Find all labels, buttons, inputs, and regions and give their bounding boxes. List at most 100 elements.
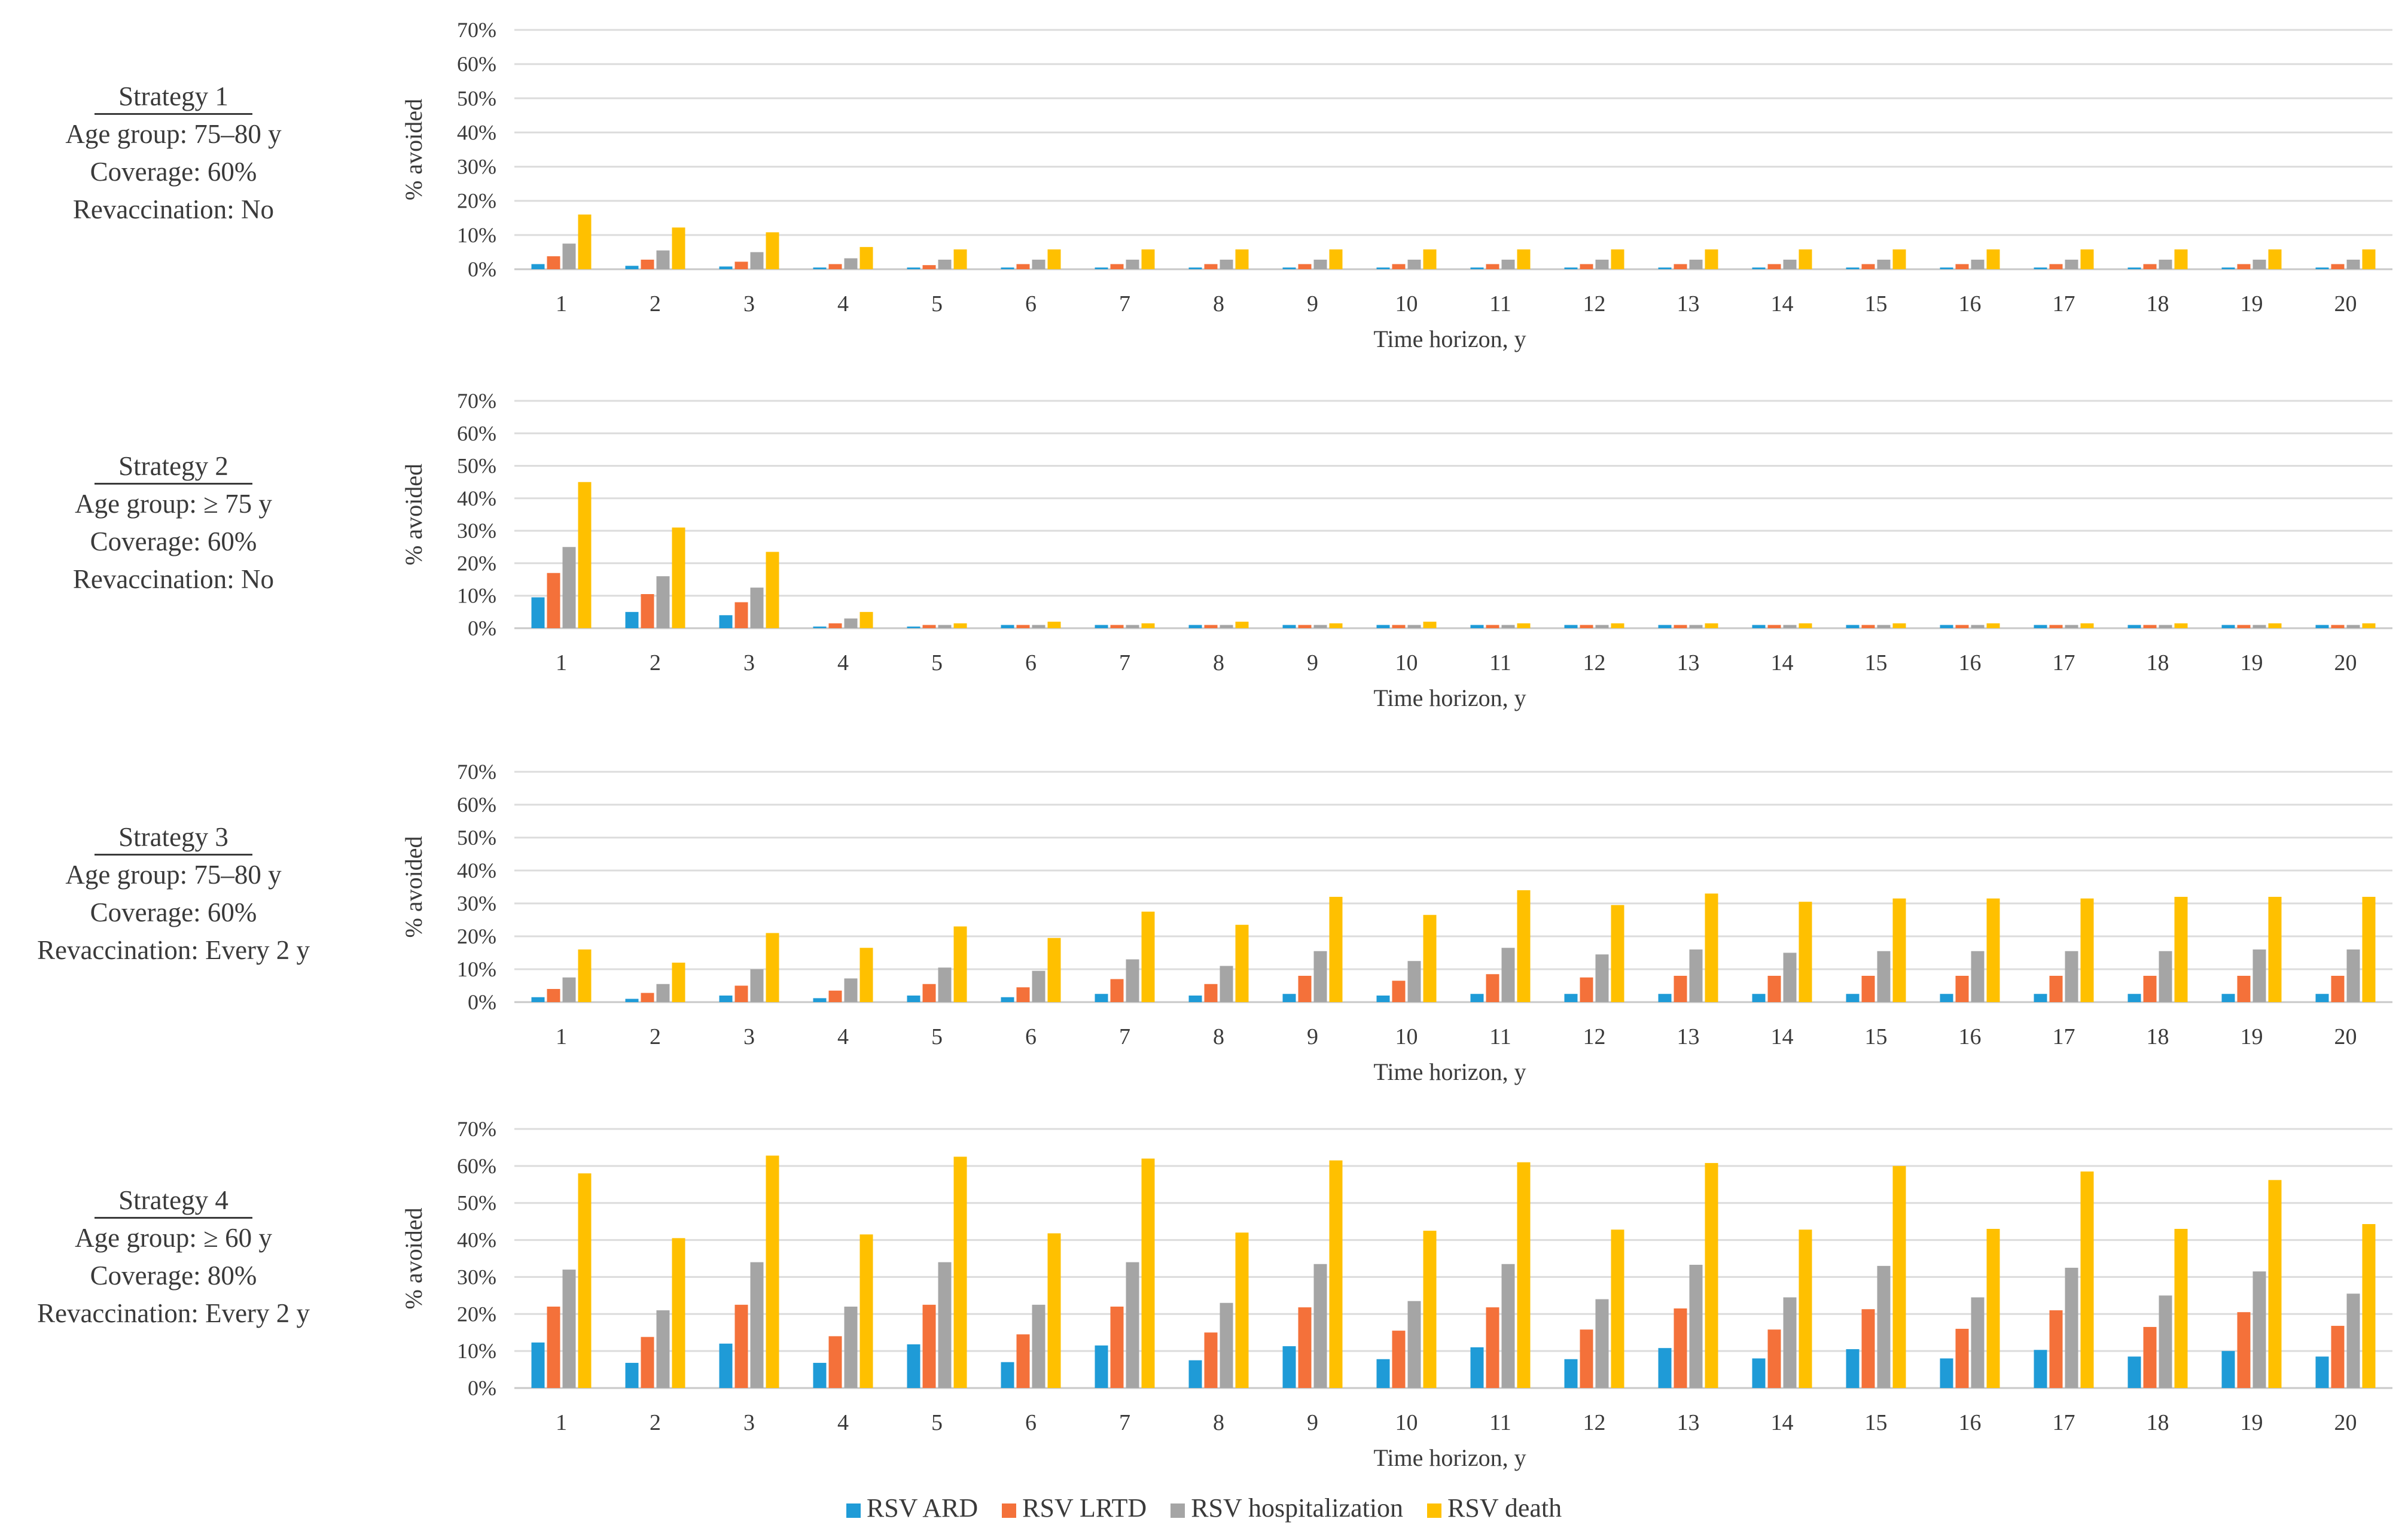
bar bbox=[2065, 260, 2078, 269]
bar bbox=[2346, 949, 2360, 1002]
bar bbox=[1705, 893, 1718, 1002]
bar bbox=[1564, 1359, 1578, 1388]
bar bbox=[1313, 625, 1327, 628]
x-tick-label: 11 bbox=[1489, 291, 1511, 316]
x-tick-label: 15 bbox=[1865, 650, 1888, 675]
bar bbox=[1752, 625, 1766, 628]
bar bbox=[1658, 625, 1672, 628]
bar bbox=[750, 588, 764, 628]
bar bbox=[828, 990, 842, 1002]
bar bbox=[2174, 623, 2188, 628]
bar bbox=[1235, 249, 1249, 269]
y-tick-label: 70% bbox=[457, 760, 496, 784]
bar bbox=[2315, 267, 2329, 269]
bar bbox=[1032, 1304, 1046, 1388]
x-tick-label: 10 bbox=[1395, 1024, 1418, 1049]
legend-swatch bbox=[846, 1503, 861, 1518]
y-tick-label: 10% bbox=[457, 223, 496, 247]
bar bbox=[734, 602, 748, 628]
x-tick-label: 1 bbox=[556, 1410, 567, 1435]
bar bbox=[2268, 897, 2282, 1002]
bar bbox=[1611, 905, 1624, 1002]
bar bbox=[1892, 623, 1906, 628]
bar bbox=[1001, 267, 1014, 269]
bar bbox=[859, 611, 873, 628]
bar bbox=[1235, 1232, 1249, 1388]
x-tick-label: 13 bbox=[1677, 1410, 1700, 1435]
bar bbox=[844, 1306, 858, 1388]
x-tick-label: 6 bbox=[1025, 291, 1037, 316]
y-tick-label: 0% bbox=[468, 616, 496, 640]
x-tick-label: 14 bbox=[1771, 650, 1794, 675]
bar bbox=[2034, 267, 2047, 269]
bar bbox=[2362, 249, 2376, 269]
bar bbox=[1892, 249, 1906, 269]
bar bbox=[2159, 1295, 2172, 1388]
bar bbox=[922, 265, 936, 269]
bar bbox=[1407, 961, 1421, 1002]
bar bbox=[2315, 625, 2329, 628]
bar bbox=[2268, 1180, 2282, 1388]
bar bbox=[531, 1342, 545, 1388]
bar bbox=[1971, 625, 1985, 628]
bar bbox=[1188, 996, 1202, 1002]
legend-label: RSV ARD bbox=[866, 1493, 979, 1523]
x-axis-label: Time horizon, y bbox=[1373, 1444, 1526, 1471]
bar bbox=[1940, 1358, 1953, 1388]
bar bbox=[844, 618, 858, 628]
bar bbox=[1047, 938, 1061, 1002]
strategy-coverage: Coverage: 80% bbox=[90, 1261, 257, 1290]
bar bbox=[2346, 625, 2360, 628]
bar bbox=[2049, 1310, 2063, 1388]
bar bbox=[1329, 249, 1343, 269]
x-tick-label: 17 bbox=[2053, 1024, 2075, 1049]
x-tick-label: 5 bbox=[931, 1410, 943, 1435]
bar bbox=[766, 232, 779, 269]
bar bbox=[1940, 625, 1953, 628]
x-axis-label: Time horizon, y bbox=[1373, 1058, 1526, 1085]
x-tick-label: 17 bbox=[2053, 291, 2075, 316]
bar bbox=[719, 615, 733, 628]
bar bbox=[813, 267, 827, 269]
x-tick-label: 10 bbox=[1395, 650, 1418, 675]
bar bbox=[1126, 959, 1139, 1002]
bar bbox=[2237, 1312, 2251, 1388]
bar bbox=[1971, 260, 1985, 269]
y-axis-label: % avoided bbox=[400, 1208, 427, 1310]
bar bbox=[1658, 994, 1672, 1002]
bar bbox=[1877, 260, 1891, 269]
bar bbox=[1470, 1347, 1484, 1388]
bar bbox=[1032, 970, 1046, 1002]
bar bbox=[1971, 951, 1985, 1002]
x-tick-label: 19 bbox=[2241, 1024, 2263, 1049]
x-tick-label: 4 bbox=[837, 291, 849, 316]
bar bbox=[2143, 1326, 2157, 1388]
bar bbox=[562, 547, 576, 628]
y-axis-label: % avoided bbox=[400, 99, 427, 200]
bar bbox=[1940, 267, 1953, 269]
legend-item: RSV hospitalization bbox=[1171, 1493, 1403, 1523]
bar bbox=[1235, 622, 1249, 628]
bar bbox=[672, 963, 685, 1002]
strategy-age-group: Age group: 75–80 y bbox=[65, 119, 282, 149]
bar bbox=[1955, 1329, 1969, 1388]
bar bbox=[1016, 1334, 1030, 1388]
bar bbox=[1877, 951, 1891, 1002]
bar bbox=[1580, 625, 1593, 628]
x-tick-label: 10 bbox=[1395, 291, 1418, 316]
bar bbox=[1329, 623, 1343, 628]
bar bbox=[1580, 264, 1593, 269]
bar bbox=[1486, 1307, 1499, 1388]
bar bbox=[656, 1310, 670, 1388]
bar bbox=[1799, 902, 1812, 1002]
y-tick-label: 70% bbox=[457, 18, 496, 42]
bar bbox=[1517, 249, 1531, 269]
bar bbox=[1986, 1229, 2000, 1388]
x-tick-label: 3 bbox=[743, 650, 755, 675]
bar bbox=[2065, 951, 2078, 1002]
y-tick-label: 50% bbox=[457, 826, 496, 850]
bar bbox=[1658, 267, 1672, 269]
y-tick-label: 10% bbox=[457, 957, 496, 981]
x-tick-label: 18 bbox=[2147, 291, 2169, 316]
